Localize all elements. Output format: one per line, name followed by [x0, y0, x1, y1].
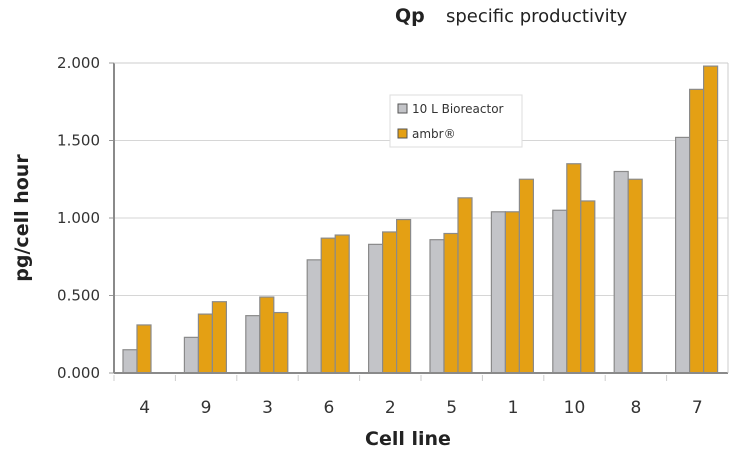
y-tick-labels: 0.000 0.500 1.000 1.500 2.000 — [57, 54, 100, 382]
x-tick-label: 8 — [630, 398, 641, 418]
x-tick-label: 4 — [139, 398, 150, 418]
x-tick-label: 1 — [508, 398, 519, 418]
bar-ambr-5 — [457, 197, 473, 374]
y-tick-label: 0.000 — [57, 364, 100, 382]
bar-ambr-6 — [320, 237, 336, 374]
legend-label-bioreactor: 10 L Bioreactor — [412, 102, 504, 116]
x-tick-label: 9 — [201, 398, 212, 418]
legend: 10 L Bioreactor ambr® — [389, 94, 523, 148]
bar-ambr-1 — [504, 211, 520, 374]
x-tick-label: 2 — [385, 398, 396, 418]
x-tick-label: 7 — [692, 398, 703, 418]
x-axis-title: Cell line — [365, 428, 451, 450]
bar-bioreactor-3 — [245, 315, 261, 374]
legend-box — [389, 94, 523, 148]
x-tick-labels: 4 9 3 6 2 5 1 10 8 7 — [139, 398, 702, 418]
axes — [113, 62, 729, 381]
y-axis-title: pg/cell hour — [11, 154, 33, 282]
bar-bioreactor-4 — [122, 349, 138, 374]
bar-ambr-10 — [566, 163, 582, 374]
legend-label-ambr: ambr® — [412, 127, 456, 141]
bar-bioreactor-1 — [490, 211, 506, 374]
bar-bioreactor-6 — [306, 259, 322, 374]
x-tick-label: 3 — [262, 398, 273, 418]
bar-ambr-5 — [443, 232, 459, 374]
chart-title: Qp specific productivity — [395, 5, 628, 27]
title-text: specific productivity — [446, 6, 628, 27]
bar-ambr-3 — [259, 296, 275, 374]
bar-ambr-7 — [688, 88, 705, 374]
bar-bioreactor-7 — [674, 136, 691, 374]
bar-bioreactor-5 — [429, 239, 445, 374]
title-bold: Qp — [395, 5, 425, 27]
bars — [122, 65, 719, 374]
y-tick-label: 1.500 — [57, 132, 100, 150]
bar-bioreactor-8 — [613, 170, 629, 374]
legend-swatch-ambr — [397, 128, 408, 139]
bar-bioreactor-10 — [552, 209, 568, 374]
x-tick-label: 6 — [323, 398, 334, 418]
bar-ambr-2 — [382, 231, 398, 374]
x-tick-label: 5 — [446, 398, 457, 418]
bar-bioreactor-2 — [368, 243, 384, 374]
bar-ambr-1 — [518, 178, 535, 374]
bar-ambr-10 — [580, 200, 596, 374]
bar-bioreactor-9 — [183, 336, 199, 374]
bar-ambr-3 — [273, 311, 289, 374]
x-tick-label: 10 — [564, 398, 586, 418]
bar-ambr-9 — [197, 313, 213, 374]
bar-ambr-7 — [702, 65, 719, 374]
bar-ambr-9 — [211, 301, 227, 374]
bar-ambr-8 — [627, 178, 643, 374]
bar-ambr-6 — [334, 234, 350, 374]
y-tick-label: 1.000 — [57, 209, 100, 227]
legend-swatch-bioreactor — [397, 103, 408, 114]
bar-ambr-2 — [396, 218, 412, 374]
y-tick-label: 0.500 — [57, 287, 100, 305]
bar-ambr-4 — [136, 324, 152, 374]
y-tick-label: 2.000 — [57, 54, 100, 72]
